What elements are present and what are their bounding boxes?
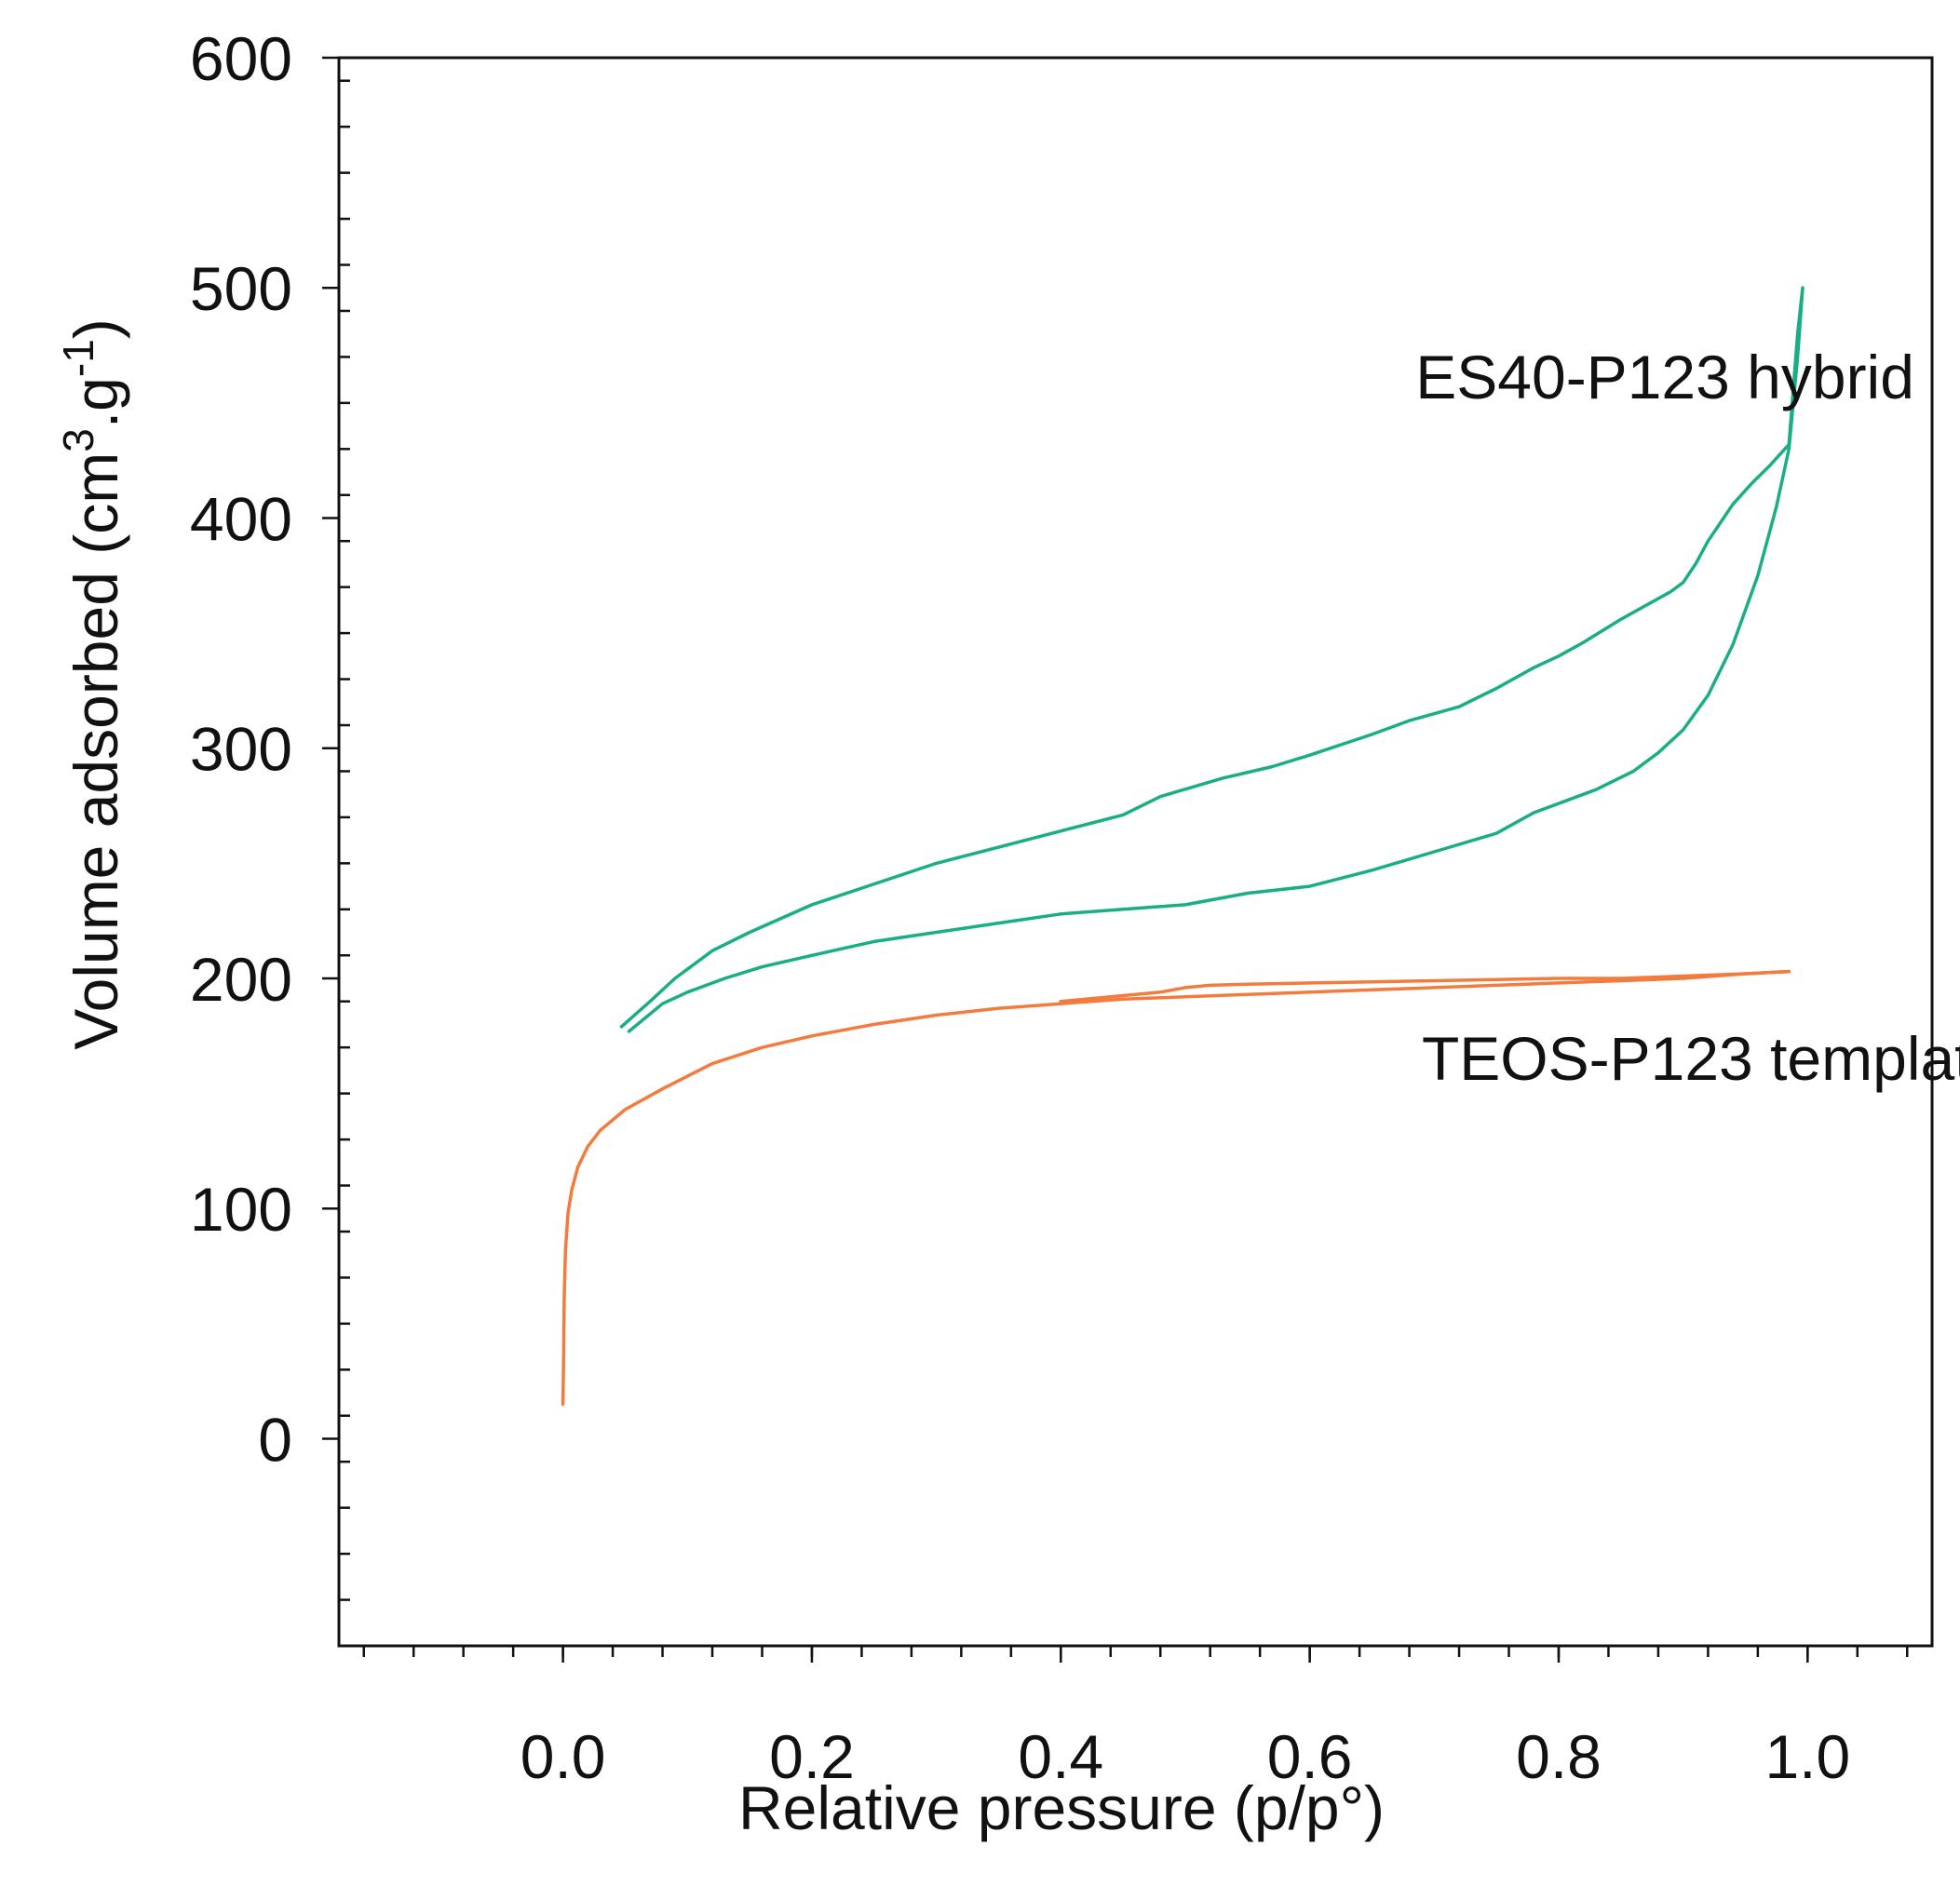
series-layer: ES40-P123 hybrid TEOS-P123 template bbox=[561, 286, 1960, 1407]
y-axis-title-sup2: -1 bbox=[54, 339, 102, 377]
series-2-desorption-line bbox=[1059, 969, 1791, 1004]
x-tick-label: 0.0 bbox=[520, 1722, 606, 1791]
x-tick-label: 0.8 bbox=[1516, 1722, 1602, 1791]
y-axis-title-mid: .g bbox=[61, 377, 130, 428]
plot-frame bbox=[337, 56, 1934, 1648]
series-2-adsorption-line bbox=[561, 969, 1791, 1407]
y-axis: 0 100 200 300 400 500 600 bbox=[190, 24, 350, 1648]
y-tick-label: 200 bbox=[190, 945, 292, 1014]
series-2: TEOS-P123 template bbox=[561, 969, 1960, 1407]
y-tick-label: 100 bbox=[190, 1175, 292, 1244]
y-tick-label: 500 bbox=[190, 254, 292, 323]
y-axis-title-main: Volume adsorbed (cm bbox=[61, 452, 130, 1050]
series-1: ES40-P123 hybrid bbox=[619, 286, 1914, 1033]
x-axis-title: Relative pressure (p/p°) bbox=[738, 1773, 1385, 1842]
x-tick-label: 1.0 bbox=[1764, 1722, 1850, 1791]
series-2-label: TEOS-P123 template bbox=[1422, 1024, 1960, 1093]
series-1-adsorption-line bbox=[627, 286, 1805, 1033]
y-tick-label: 300 bbox=[190, 715, 292, 784]
y-axis-title-sup1: 3 bbox=[54, 428, 102, 452]
y-tick-label: 400 bbox=[190, 484, 292, 553]
y-axis-title-end: ) bbox=[61, 318, 130, 339]
y-tick-label: 600 bbox=[190, 24, 292, 93]
series-1-label: ES40-P123 hybrid bbox=[1415, 343, 1914, 411]
x-axis: 0.0 0.2 0.4 0.6 0.8 1.0 bbox=[362, 1646, 1909, 1791]
y-axis-title: Volume adsorbed (cm3.g-1) bbox=[54, 318, 130, 1050]
y-tick-label: 0 bbox=[258, 1405, 292, 1474]
x-tick-label: 0.4 bbox=[1018, 1722, 1103, 1791]
plot-border bbox=[337, 56, 1934, 1648]
series-1-desorption-line bbox=[619, 286, 1805, 1029]
x-tick-label: 0.6 bbox=[1267, 1722, 1353, 1791]
svg-text:Volume adsorbed (cm3.g-1): Volume adsorbed (cm3.g-1) bbox=[54, 318, 130, 1050]
x-tick-label: 0.2 bbox=[769, 1722, 855, 1791]
